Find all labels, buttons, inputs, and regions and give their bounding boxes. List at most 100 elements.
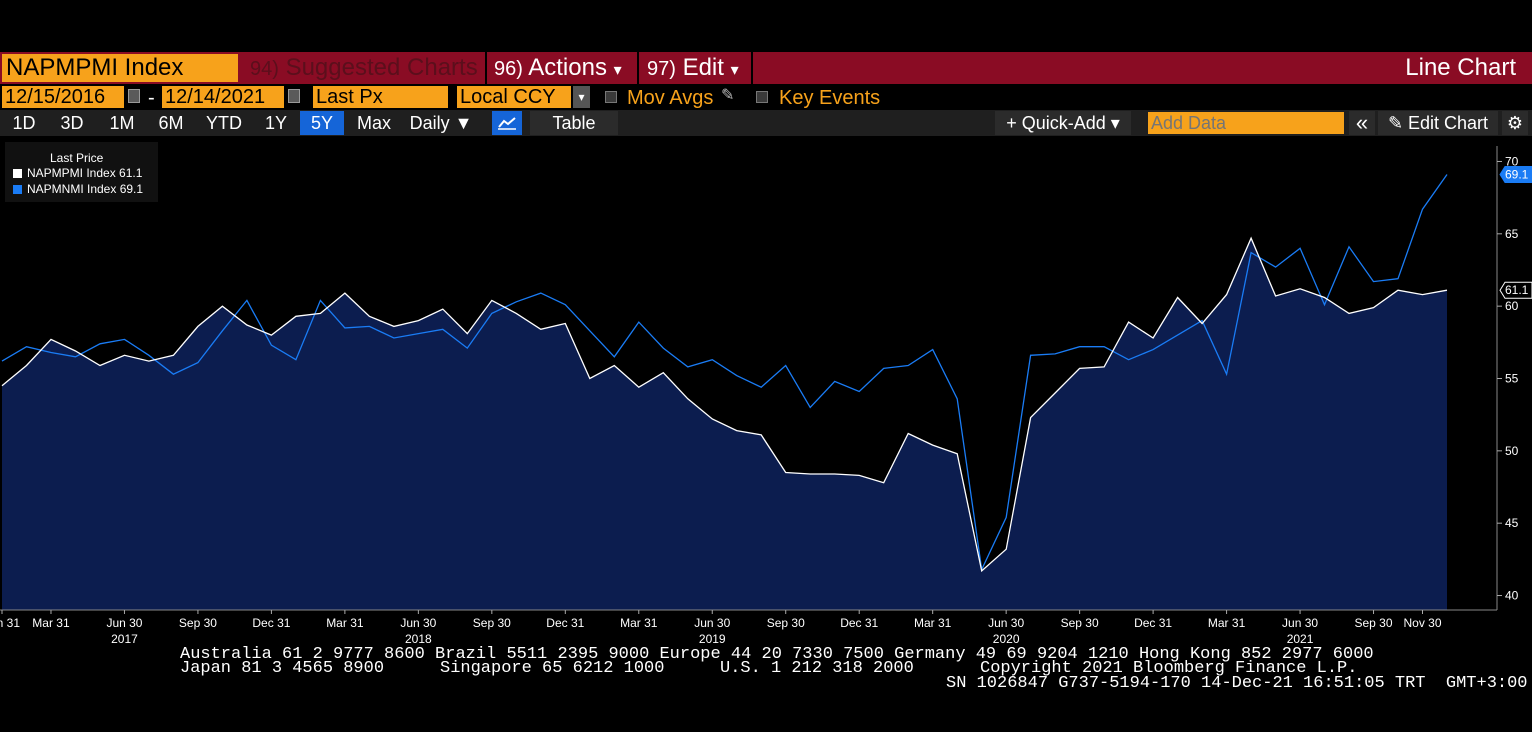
x-tick-label: Sep 30 bbox=[473, 616, 511, 630]
y-tick-label: 40 bbox=[1505, 589, 1519, 603]
edit-chart-button[interactable]: ✎ Edit Chart bbox=[1378, 111, 1498, 135]
x-tick-label: Dec 31 bbox=[252, 616, 290, 630]
function-bar bbox=[0, 52, 1532, 84]
x-tick-label: Jun 30 bbox=[106, 616, 142, 630]
x-year-label: 2020 bbox=[993, 632, 1020, 646]
footer-copyright: Copyright 2021 Bloomberg Finance L.P. bbox=[980, 659, 1358, 678]
actions-menu[interactable]: 96) Actions ▾ bbox=[494, 56, 622, 80]
legend-item-napmnmi: NAPMNMI Index 69.1 bbox=[13, 182, 143, 196]
legend-title: Last Price bbox=[50, 151, 104, 165]
x-year-label: 2021 bbox=[1287, 632, 1314, 646]
x-tick-label: Dec 31 bbox=[840, 616, 878, 630]
x-year-label: 2017 bbox=[111, 632, 138, 646]
x-tick-label: Nov 30 bbox=[1403, 616, 1441, 630]
legend-label: NAPMPMI Index 61.1 bbox=[27, 166, 143, 180]
date-separator: - bbox=[148, 87, 155, 109]
range-button-5y[interactable]: 5Y bbox=[300, 111, 344, 135]
range-button-1d[interactable]: 1D bbox=[12, 113, 36, 133]
footer-session-info: SN 1026847 G737-5194-170 14-Dec-21 16:51… bbox=[946, 674, 1528, 693]
y-tick-label: 70 bbox=[1505, 154, 1519, 168]
calendar-icon[interactable] bbox=[128, 89, 140, 103]
legend-item-napmpmi: NAPMPMI Index 61.1 bbox=[13, 166, 142, 180]
legend-label: NAPMNMI Index 69.1 bbox=[27, 182, 144, 196]
edit-number: 97) bbox=[647, 58, 676, 80]
range-button-max[interactable]: Max bbox=[356, 113, 391, 133]
actions-label: Actions bbox=[528, 54, 607, 81]
x-tick-label: Sep 30 bbox=[767, 616, 805, 630]
currency-dropdown-icon[interactable]: ▾ bbox=[573, 86, 590, 108]
gear-icon[interactable]: ⚙ bbox=[1502, 111, 1528, 135]
y-tick-label: 50 bbox=[1505, 444, 1519, 458]
chart-legend: Last Price NAPMPMI Index 61.1 NAPMNMI In… bbox=[5, 142, 158, 202]
x-tick-label: Mar 31 bbox=[326, 616, 364, 630]
end-date-field[interactable]: 12/14/2021 bbox=[162, 86, 284, 108]
frequency-select[interactable]: Daily ▼ bbox=[409, 113, 473, 133]
footer-contacts-line1: Australia 61 2 9777 8600 Brazil 5511 239… bbox=[180, 645, 1374, 664]
last-value-badge bbox=[1499, 165, 1532, 183]
x-tick-label: Jan 31 bbox=[0, 616, 20, 630]
start-date-field[interactable]: 12/15/2016 bbox=[2, 86, 124, 108]
x-tick-label: Dec 31 bbox=[546, 616, 584, 630]
pencil-icon[interactable]: ✎ bbox=[721, 87, 735, 104]
y-tick-label: 65 bbox=[1505, 227, 1519, 241]
edit-label: Edit bbox=[682, 54, 724, 81]
area-fill-napmpmi bbox=[2, 238, 1447, 610]
table-button[interactable]: Table bbox=[530, 111, 618, 135]
actions-dropdown-icon: ▾ bbox=[613, 62, 622, 79]
suggested-charts-label: Suggested Charts bbox=[285, 54, 478, 81]
x-tick-label: Jun 30 bbox=[400, 616, 436, 630]
last-value-label: 69.1 bbox=[1505, 167, 1529, 181]
y-tick-label: 60 bbox=[1505, 299, 1519, 313]
quick-add-button[interactable]: + Quick-Add ▾ bbox=[995, 111, 1131, 135]
x-tick-label: Mar 31 bbox=[914, 616, 952, 630]
line-chart-icon[interactable] bbox=[492, 111, 522, 135]
suggested-charts-number: 94) bbox=[250, 58, 279, 80]
suggested-charts-menu[interactable]: 94) Suggested Charts bbox=[250, 56, 478, 80]
footer-japan: Japan 81 3 4565 8900 bbox=[180, 659, 385, 678]
currency-select[interactable]: Local CCY bbox=[457, 86, 571, 108]
calendar-icon[interactable] bbox=[288, 89, 300, 103]
x-tick-label: Mar 31 bbox=[1208, 616, 1246, 630]
last-value-label: 61.1 bbox=[1505, 283, 1529, 297]
legend-swatch-blue bbox=[13, 185, 22, 194]
x-tick-label: Sep 30 bbox=[1061, 616, 1099, 630]
series-line-napmnmi bbox=[1, 174, 1448, 572]
last-value-badge bbox=[1499, 281, 1532, 299]
x-tick-label: Dec 31 bbox=[1134, 616, 1172, 630]
add-data-input[interactable] bbox=[1148, 112, 1344, 134]
key-events-checkbox[interactable] bbox=[756, 91, 768, 103]
range-button-6m[interactable]: 6M bbox=[158, 113, 184, 133]
range-button-1m[interactable]: 1M bbox=[109, 113, 135, 133]
key-events-label: Key Events bbox=[779, 87, 881, 109]
menu-divider bbox=[485, 52, 487, 84]
range-button-1y[interactable]: 1Y bbox=[264, 113, 288, 133]
chart-type-title: Line Chart bbox=[1405, 54, 1516, 81]
y-tick-label: 45 bbox=[1505, 516, 1519, 530]
footer-us: U.S. 1 212 318 2000 bbox=[720, 659, 914, 678]
line-chart-glyph bbox=[498, 117, 516, 130]
mov-avgs-checkbox[interactable] bbox=[605, 91, 617, 103]
price-field-select[interactable]: Last Px bbox=[313, 86, 448, 108]
range-button-ytd[interactable]: YTD bbox=[206, 113, 242, 133]
collapse-icon[interactable]: « bbox=[1349, 111, 1375, 135]
range-button-3d[interactable]: 3D bbox=[60, 113, 84, 133]
x-tick-label: Jun 30 bbox=[988, 616, 1024, 630]
x-tick-label: Mar 31 bbox=[32, 616, 70, 630]
x-year-label: 2019 bbox=[699, 632, 726, 646]
x-tick-label: Sep 30 bbox=[179, 616, 217, 630]
x-tick-label: Jun 30 bbox=[694, 616, 730, 630]
x-tick-label: Sep 30 bbox=[1355, 616, 1393, 630]
x-tick-label: Mar 31 bbox=[620, 616, 658, 630]
menu-divider bbox=[637, 52, 639, 84]
mov-avgs-label: Mov Avgs bbox=[627, 87, 714, 109]
legend-swatch-white bbox=[13, 169, 22, 178]
menu-divider bbox=[751, 52, 753, 84]
y-tick-label: 55 bbox=[1505, 372, 1519, 386]
actions-number: 96) bbox=[494, 58, 523, 80]
series-line-napmpmi bbox=[1, 236, 1448, 573]
footer-singapore: Singapore 65 6212 1000 bbox=[440, 659, 665, 678]
x-tick-label: Jun 30 bbox=[1282, 616, 1318, 630]
edit-menu[interactable]: 97) Edit ▾ bbox=[647, 56, 739, 80]
ticker-field[interactable]: NAPMPMI Index bbox=[2, 54, 238, 82]
